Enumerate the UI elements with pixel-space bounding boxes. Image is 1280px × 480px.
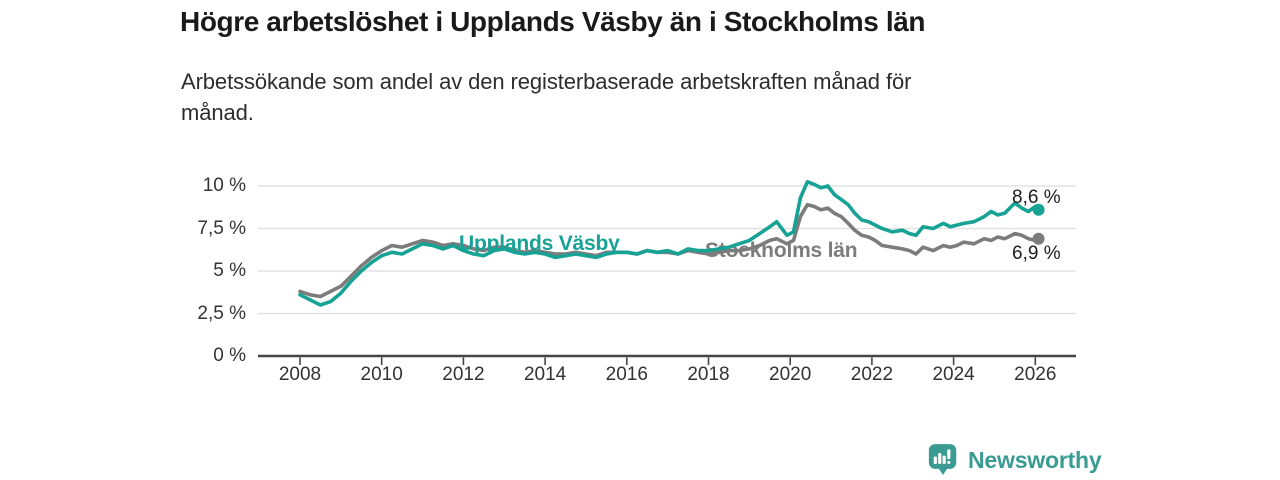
x-axis-tick-label: 2024 [919,364,989,386]
x-axis-tick-label: 2016 [592,364,662,386]
x-axis-tick-label: 2020 [755,364,825,386]
subtitle-line-1: Arbetssökande som andel av den registerb… [181,66,911,97]
bar-chart-speech-bubble-icon [928,443,958,477]
x-axis-tick-label: 2008 [265,364,335,386]
x-axis-tick-label: 2022 [837,364,907,386]
x-axis-tick-label: 2012 [428,364,498,386]
x-axis-tick-label: 2018 [674,364,744,386]
x-axis-tick-label: 2014 [510,364,580,386]
page-title: Högre arbetslöshet i Upplands Väsby än i… [180,6,925,38]
y-axis-tick-label: 5 % [140,260,246,282]
y-axis-tick-label: 2,5 % [140,303,246,325]
subtitle-line-2: månad. [181,97,911,128]
chart-subtitle: Arbetssökande som andel av den registerb… [181,66,911,128]
newsworthy-logo-text: Newsworthy [968,447,1101,474]
line-upplands-vasby [300,182,1039,305]
series-label-stockholms-lan: Stockholms län [705,239,857,263]
y-axis-tick-label: 0 % [140,345,246,367]
chart-page: Högre arbetslöshet i Upplands Väsby än i… [0,0,1280,480]
end-value-label-upplands-vasby: 8,6 % [1012,187,1061,209]
x-axis-tick-label: 2026 [1000,364,1070,386]
line-stockholms-lan [300,205,1039,297]
y-axis-tick-label: 7,5 % [140,218,246,240]
x-axis-tick-label: 2010 [347,364,417,386]
newsworthy-logo: Newsworthy [928,443,1101,477]
end-value-label-stockholms-lan: 6,9 % [1012,243,1061,265]
y-axis-tick-label: 10 % [140,175,246,197]
series-label-upplands-vasby: Upplands Väsby [459,232,620,256]
